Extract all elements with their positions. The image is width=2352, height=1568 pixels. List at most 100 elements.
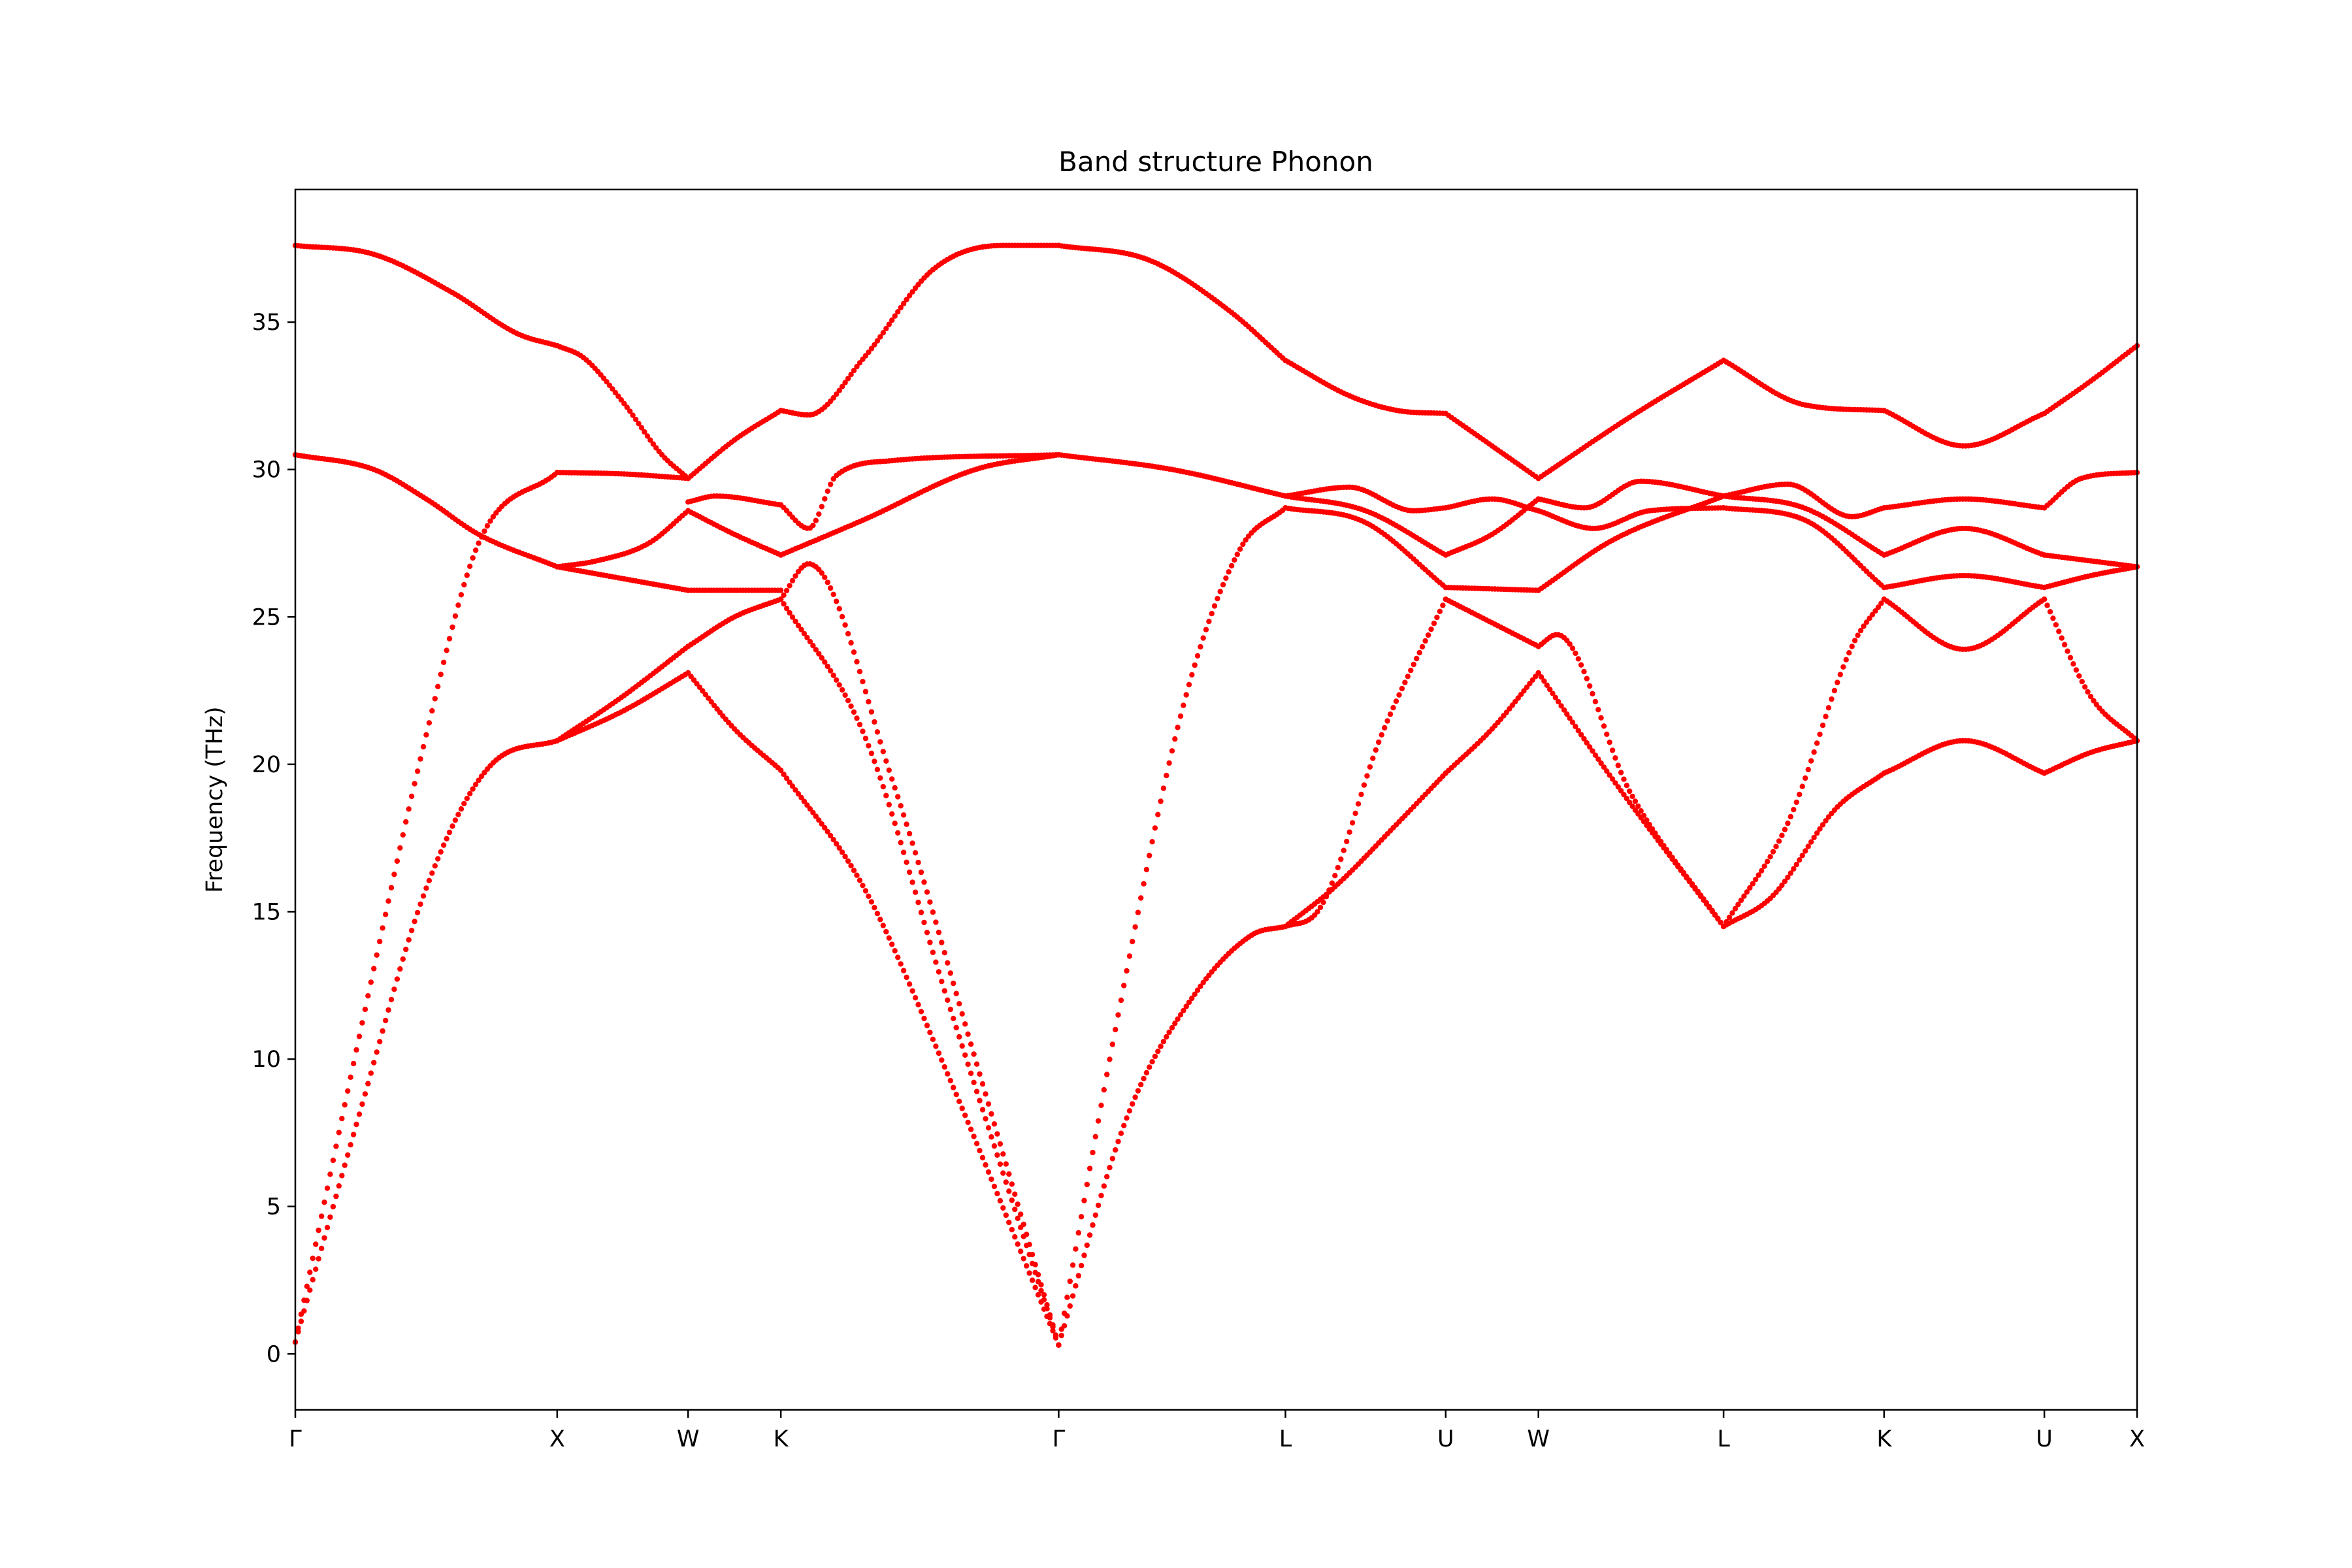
band-point	[880, 749, 887, 755]
band-point	[435, 856, 441, 862]
band-point	[1009, 1197, 1015, 1203]
band-point	[819, 655, 825, 661]
band-point	[1823, 713, 1829, 719]
band-point	[924, 889, 930, 895]
band-point	[304, 1298, 310, 1303]
band-point	[1355, 801, 1362, 807]
band-point	[1837, 672, 1843, 678]
band-point	[880, 330, 887, 336]
band-point	[1200, 635, 1206, 641]
band-point	[991, 1143, 998, 1149]
band-point	[1070, 1293, 1076, 1299]
plot-frame	[294, 188, 2138, 1411]
band-point	[1675, 864, 1681, 870]
band-point	[432, 696, 438, 702]
band-point	[825, 828, 831, 835]
band-point	[406, 937, 412, 943]
band-point	[956, 1034, 962, 1040]
band-point	[1788, 813, 1793, 820]
band-point	[1315, 909, 1320, 915]
band-point	[912, 995, 919, 1001]
band-point	[1183, 1004, 1189, 1009]
band-point	[1825, 705, 1832, 711]
band-point	[1081, 1198, 1087, 1203]
band-point	[886, 321, 892, 327]
band-point	[860, 679, 866, 685]
band-point	[1237, 546, 1243, 552]
band-point	[921, 1015, 927, 1022]
band-point	[994, 1152, 1000, 1158]
band-point	[1075, 1273, 1082, 1279]
band-point	[1160, 785, 1167, 791]
band-point	[1056, 1342, 1062, 1348]
band-point	[1012, 1206, 1018, 1213]
band-point	[2076, 673, 2082, 679]
band-point	[610, 386, 615, 392]
band-point	[1186, 1000, 1192, 1005]
band-point	[1604, 731, 1610, 738]
band-point	[883, 792, 889, 798]
band-point	[851, 649, 857, 655]
x-tick-label: U	[1437, 1426, 1454, 1452]
band-point	[868, 899, 875, 905]
band-point	[1761, 863, 1767, 870]
band-point	[1169, 1024, 1175, 1031]
band-point	[385, 898, 391, 904]
x-tick-label: K	[1876, 1426, 1892, 1452]
band-point	[1158, 798, 1164, 804]
band-point	[994, 1131, 1000, 1137]
band-point	[435, 683, 441, 690]
band-point	[1379, 732, 1384, 738]
band-point	[872, 759, 877, 764]
band-point	[1086, 1166, 1093, 1171]
band-point	[1109, 1041, 1116, 1047]
band-point	[1575, 728, 1581, 734]
band-point	[1141, 1075, 1147, 1082]
band-point	[630, 412, 636, 418]
band-point	[476, 777, 482, 783]
band-point	[1803, 775, 1808, 781]
band-point	[1053, 1335, 1059, 1341]
band-point	[985, 1101, 992, 1107]
band-point	[446, 636, 453, 642]
band-point	[394, 976, 400, 982]
band-point	[2053, 622, 2059, 628]
band-point	[1243, 537, 1249, 543]
band-point	[461, 800, 467, 807]
band-point	[1181, 702, 1186, 708]
band-point	[845, 376, 851, 382]
band-point	[836, 682, 842, 688]
band-point	[877, 334, 883, 340]
band-point	[1086, 1232, 1093, 1238]
band-point	[1635, 811, 1641, 817]
band-point	[647, 437, 653, 443]
band-point	[1000, 1151, 1006, 1157]
band-point	[1641, 819, 1647, 825]
band-point	[866, 350, 872, 355]
band-point	[1621, 776, 1627, 782]
band-point	[455, 811, 461, 817]
band-point	[1569, 719, 1576, 725]
band-point	[889, 811, 895, 817]
band-point	[1601, 764, 1607, 770]
band-point	[1799, 853, 1805, 858]
band-point	[348, 1074, 353, 1081]
band-point	[1018, 1249, 1024, 1254]
band-point	[1590, 748, 1595, 754]
x-tick-label: X	[549, 1426, 565, 1452]
band-point	[1782, 878, 1788, 885]
band-point	[1104, 1071, 1110, 1077]
band-point	[930, 1036, 936, 1043]
band-point	[822, 574, 828, 580]
band-point	[898, 840, 904, 845]
x-tick-label: L	[1279, 1426, 1292, 1452]
band-point	[638, 425, 645, 431]
band-point	[892, 948, 898, 954]
band-point	[886, 802, 892, 808]
band-point	[951, 1015, 956, 1022]
y-axis-label: Frequency (THz)	[202, 706, 228, 892]
band-point	[394, 858, 400, 864]
band-point	[1335, 864, 1341, 871]
band-point	[1629, 793, 1635, 800]
